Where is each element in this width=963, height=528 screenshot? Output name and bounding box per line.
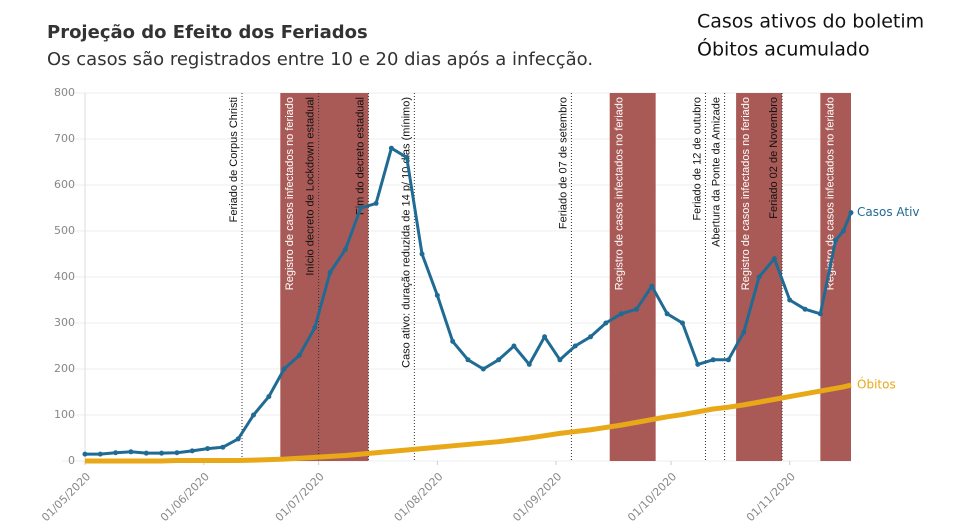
point <box>634 306 640 312</box>
y-tick-label: 200 <box>54 362 75 375</box>
point <box>741 329 747 335</box>
point <box>603 320 609 326</box>
point <box>771 256 777 262</box>
point <box>373 200 379 206</box>
point <box>756 274 762 280</box>
point <box>588 334 594 340</box>
point <box>465 357 471 363</box>
x-tick-label: 01/07/2020 <box>273 470 327 524</box>
point <box>220 444 226 450</box>
point <box>251 412 257 418</box>
x-tick-label: 01/06/2020 <box>158 470 212 524</box>
annotation-label: Feriado 02 de Novembro <box>768 97 780 219</box>
point <box>159 450 165 456</box>
chart-subtitle: Os casos são registrados entre 10 e 20 d… <box>47 49 593 70</box>
x-tick-label: 01/10/2020 <box>625 470 679 524</box>
point <box>802 306 808 312</box>
point <box>817 311 823 317</box>
band-label: Registro de casos infectados no feriado <box>824 97 836 290</box>
annotation-label: Abertura da Ponte da Amizade <box>711 97 723 247</box>
y-tick-label: 600 <box>54 178 75 191</box>
point <box>419 251 425 257</box>
point <box>205 446 211 452</box>
point <box>787 297 793 303</box>
point <box>358 205 364 211</box>
point <box>710 357 716 363</box>
point <box>143 450 149 456</box>
legend-entry: Óbitos acumulado <box>697 37 870 61</box>
point <box>113 450 119 456</box>
chart-title: Projeção do Efeito dos Feriados <box>47 22 368 43</box>
point <box>404 154 410 160</box>
annotation-label: Feriado de 12 de outubro <box>691 97 703 221</box>
annotation-label: Caso ativo: duração reduzida de 14 p/ 10… <box>400 97 412 368</box>
point <box>679 320 685 326</box>
point <box>649 283 655 289</box>
point <box>557 357 563 363</box>
point <box>496 357 502 363</box>
point <box>434 292 440 298</box>
annotation-label: Início decreto de Lockdown estadual <box>305 97 317 276</box>
point <box>128 449 134 455</box>
point <box>235 436 241 442</box>
x-tick-label: 01/11/2020 <box>744 470 798 524</box>
point <box>450 338 456 344</box>
point <box>174 450 180 456</box>
point <box>526 361 532 367</box>
point <box>725 357 731 363</box>
point <box>82 451 88 457</box>
series-line <box>84 146 853 456</box>
point <box>342 246 348 252</box>
series-line <box>84 382 852 464</box>
point <box>618 311 624 317</box>
band-label: Registro de casos infectados no feriado <box>740 97 752 290</box>
y-tick-label: 400 <box>54 270 75 283</box>
point <box>480 366 486 372</box>
point <box>848 210 854 216</box>
y-tick-label: 700 <box>54 132 75 145</box>
annotation-label: Fim do decreto estadual <box>354 97 366 215</box>
point <box>840 228 846 234</box>
x-tick-label: 01/09/2020 <box>510 470 564 524</box>
y-tick-label: 0 <box>68 454 75 467</box>
point <box>664 311 670 317</box>
point <box>511 343 517 349</box>
band-label: Registro de casos infectados no feriado <box>614 97 626 290</box>
annotation-label: Feriado de Corpus Christi <box>228 97 240 222</box>
point <box>695 361 701 367</box>
x-tick-label: 01/05/2020 <box>39 470 93 524</box>
end-label: Casos Ativ <box>857 205 920 219</box>
point <box>542 334 548 340</box>
holiday-band <box>280 93 369 461</box>
legend-entry: Casos ativos do boletim <box>697 11 924 33</box>
annotation-label: Feriado de 07 de setembro <box>557 97 569 229</box>
point <box>281 366 287 372</box>
point <box>189 448 195 454</box>
point <box>572 343 578 349</box>
point <box>833 237 839 243</box>
point <box>312 325 318 331</box>
y-tick-label: 300 <box>54 316 75 329</box>
y-tick-label: 800 <box>54 86 75 99</box>
point <box>388 145 394 151</box>
holiday-band <box>609 93 656 461</box>
end-label: Óbitos <box>857 377 896 392</box>
point <box>327 269 333 275</box>
band-label: Registro de casos infectados no feriado <box>284 97 296 290</box>
point <box>97 451 103 457</box>
y-tick-label: 500 <box>54 224 75 237</box>
point <box>296 352 302 358</box>
y-tick-label: 100 <box>54 408 75 421</box>
point <box>266 394 272 400</box>
x-tick-label: 01/08/2020 <box>392 470 446 524</box>
holiday-band <box>820 93 851 461</box>
